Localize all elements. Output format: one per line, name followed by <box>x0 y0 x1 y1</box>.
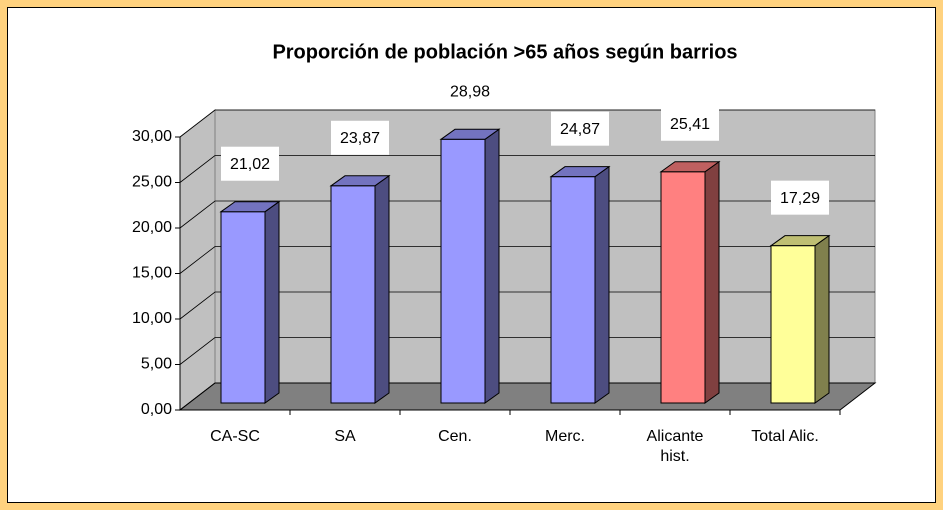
x-tick-label: Total Alic. <box>751 428 819 445</box>
bar-side <box>814 234 830 404</box>
bar-side <box>704 160 720 404</box>
y-tick-label: 25,00 <box>132 174 172 191</box>
x-tick-label: Cen. <box>438 428 472 445</box>
y-tick-label: 0,00 <box>141 401 172 418</box>
y-tick-label: 10,00 <box>132 310 172 327</box>
bar <box>660 171 706 404</box>
bar <box>330 185 376 404</box>
grid-line <box>179 382 875 411</box>
value-label: 21,02 <box>230 156 270 173</box>
value-label-box <box>661 106 719 141</box>
bar-top <box>439 128 501 140</box>
y-tick-label: 5,00 <box>141 356 172 373</box>
value-label-box <box>221 146 279 181</box>
grid-line <box>179 155 875 183</box>
grid-line <box>179 109 875 138</box>
value-label-box <box>331 120 389 155</box>
value-label: 28,98 <box>450 84 490 101</box>
chart-title: Proporción de población >65 años según b… <box>272 41 737 63</box>
y-tick-label: 30,00 <box>132 128 172 145</box>
x-tick-label: SA <box>334 428 356 445</box>
value-label-box <box>771 180 829 215</box>
x-tick-label: CA-SC <box>210 428 260 445</box>
bar-top <box>769 235 831 247</box>
bar <box>220 211 266 404</box>
bar <box>440 138 486 404</box>
bar-side <box>594 165 610 404</box>
bar <box>770 245 816 404</box>
y-tick-label: 15,00 <box>132 265 172 282</box>
grid-line <box>179 200 875 229</box>
bar-side <box>264 200 280 404</box>
grid-line <box>179 291 875 320</box>
value-label: 17,29 <box>780 190 820 207</box>
x-tick-label: Merc. <box>545 428 585 445</box>
bar-top <box>329 175 391 187</box>
value-label-box <box>551 111 609 146</box>
x-tick-label: Alicante hist. <box>646 428 704 465</box>
bar-top <box>659 161 721 173</box>
value-label: 24,87 <box>560 121 600 138</box>
bar-top <box>549 166 611 178</box>
bar <box>550 176 596 404</box>
value-label-box <box>441 74 499 109</box>
value-label: 23,87 <box>340 130 380 147</box>
bar-side <box>484 128 500 404</box>
y-tick-label: 20,00 <box>132 219 172 236</box>
bar-top <box>219 201 281 213</box>
value-label: 25,41 <box>670 116 710 133</box>
grid-line <box>179 337 875 365</box>
bar-side <box>374 174 390 404</box>
grid-line <box>179 246 875 274</box>
